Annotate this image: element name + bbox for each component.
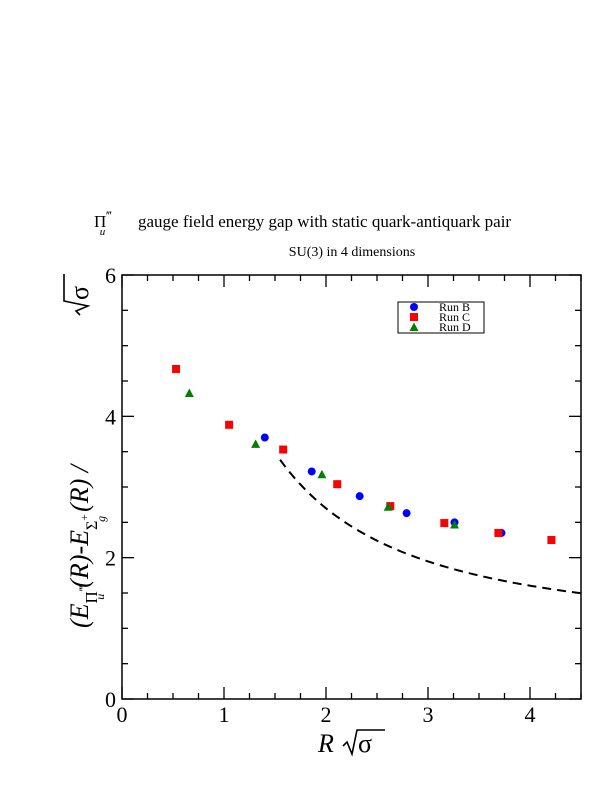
y-tick-label: 4 — [105, 404, 116, 429]
run-c-point — [494, 528, 503, 537]
x-tick-label: 1 — [219, 702, 230, 727]
run-d-point — [317, 469, 327, 479]
x-tick-label: 2 — [321, 702, 332, 727]
run-d-point — [184, 388, 194, 398]
legend-label-run-d: Run D — [439, 320, 471, 334]
reference-curve — [279, 459, 582, 595]
y-tick-label: 0 — [105, 687, 116, 712]
x-tick-labels: 0 1 2 3 4 — [117, 702, 536, 727]
y-axis-label: (EΠ‴u(R)-EΣ+ g(R) / σ — [63, 274, 108, 628]
svg-text:(EΠ‴u(R)-EΣ+g(R) /: (EΠ‴u(R)-EΣ+ g(R) / — [65, 462, 108, 628]
run-b-point — [307, 467, 316, 476]
plot-frame — [121, 274, 582, 700]
chart-subtitle: SU(3) in 4 dimensions — [289, 245, 415, 260]
x-tick-label: 0 — [117, 702, 128, 727]
legend-marker-run-b — [410, 303, 418, 311]
run-c-point — [386, 502, 395, 511]
x-axis-label-var: R — [317, 729, 334, 758]
run-c-point — [279, 445, 288, 454]
title-subscript: u — [100, 226, 106, 238]
run-d-point — [251, 439, 261, 448]
legend-marker-run-d — [409, 322, 419, 331]
y-tick-labels: 0 2 4 6 — [105, 263, 116, 712]
title-symbol: Π — [94, 212, 106, 231]
chart-title: Π‴ u gauge field energy gap with static qu… — [94, 208, 511, 238]
legend-label-run-c: Run C — [439, 310, 470, 324]
run-b-point — [402, 509, 411, 518]
x-axis-label-sigma: σ — [358, 729, 372, 758]
legend-label-run-b: Run B — [439, 300, 470, 314]
x-tick-label: 4 — [525, 702, 536, 727]
run-b-point — [260, 433, 269, 442]
data-points — [172, 364, 556, 544]
run-c-point — [440, 519, 449, 528]
title-primes: ‴ — [106, 208, 112, 223]
run-c-point — [547, 536, 556, 544]
run-c-point — [172, 364, 181, 373]
run-d-point — [450, 519, 460, 529]
x-tick-label: 3 — [423, 702, 434, 727]
run-b-point — [355, 492, 364, 501]
x-axis-sqrt-sign — [342, 729, 385, 757]
y-tick-label: 2 — [105, 546, 116, 571]
run-d-point — [383, 502, 393, 511]
axis-ticks — [121, 274, 582, 700]
svg-text:σ: σ — [65, 286, 94, 300]
run-c-point — [225, 420, 234, 429]
y-tick-label: 6 — [105, 263, 116, 288]
run-c-point — [333, 480, 342, 489]
x-axis-label: R — [317, 729, 334, 758]
legend-marker-run-c — [410, 313, 418, 321]
title-text: gauge field energy gap with static quark… — [138, 212, 511, 231]
